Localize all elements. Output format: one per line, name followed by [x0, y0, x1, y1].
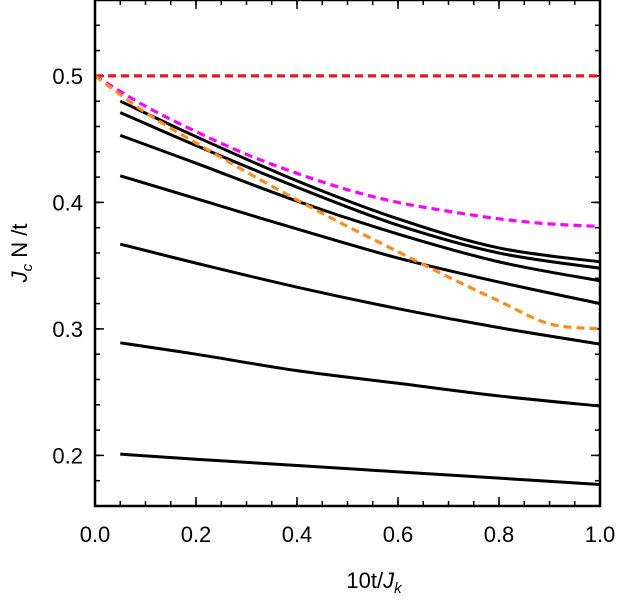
y-tick-label: 0.5: [52, 64, 83, 89]
series-line-6: [120, 341, 601, 408]
x-axis-label: 10t/Jk: [346, 568, 403, 597]
series-line-4: [119, 174, 601, 306]
series-line-5: [119, 242, 601, 346]
x-tick-label: 0.6: [383, 522, 414, 547]
x-tick-label: 0.8: [484, 522, 515, 547]
series-line-7: [120, 452, 601, 486]
y-tick-label: 0.4: [52, 190, 83, 215]
plot-lines: [94, 74, 601, 486]
x-tick-label: 0.4: [282, 522, 313, 547]
y-tick-label: 0.3: [52, 317, 83, 342]
series-line-3: [119, 133, 601, 283]
x-tick-label: 0.2: [181, 522, 212, 547]
series-line-2: [119, 111, 601, 270]
series-line-1: [119, 99, 601, 264]
tick-labels: 0.0 0.2 0.4 0.6 0.8 1.0 0.2 0.3 0.4 0.5: [52, 64, 615, 547]
y-axis-label: Jc N /t: [7, 224, 36, 284]
y-tick-label: 0.2: [52, 443, 83, 468]
series-line-10: [94, 74, 601, 331]
x-tick-label: 0.0: [80, 522, 111, 547]
plot-frame: [93, 0, 602, 508]
x-tick-label: 1.0: [585, 522, 616, 547]
series-line-9: [94, 74, 601, 229]
